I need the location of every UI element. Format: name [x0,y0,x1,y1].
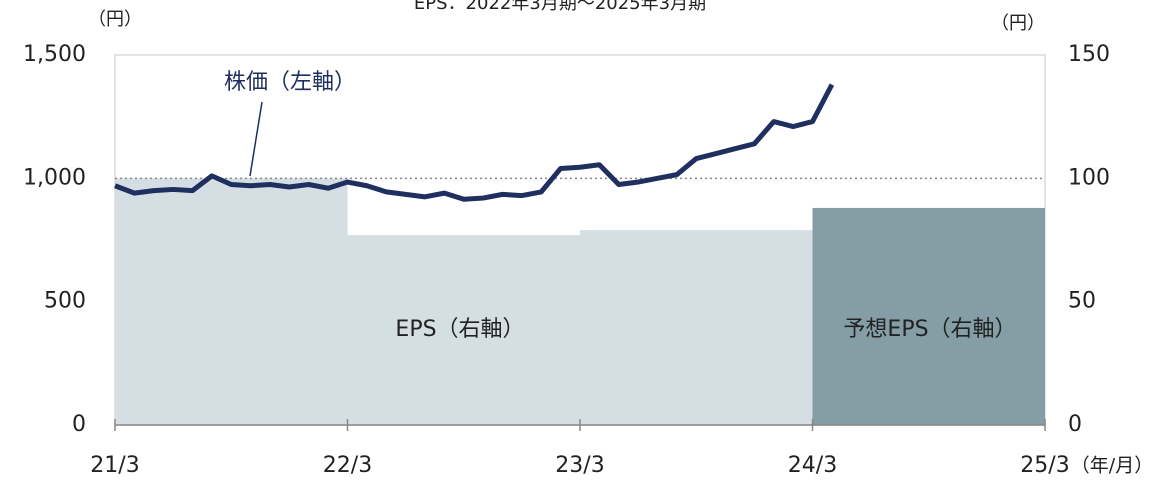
eps-bar [812,207,1045,425]
y-tick-label: 1,500 [23,42,86,67]
eps-bar [347,235,580,425]
annotation-pointer [249,101,263,177]
annotation: 株価（左軸） [224,70,356,95]
x-unit: （年/月） [1071,455,1153,477]
y-tick-label: 500 [44,289,86,314]
annotation: 予想EPS（右軸） [843,317,1016,342]
y2-tick-label: 100 [1068,165,1110,190]
x-tick-label: 24/3 [788,453,837,478]
x-tick-label: 22/3 [323,453,372,478]
y-tick-label: 0 [72,412,86,437]
chart-title: EPS：2022年3月期〜2025年3月期 [414,0,706,14]
x-tick-label: 25/3 [1020,453,1069,478]
y2-tick-label: 50 [1068,289,1096,314]
y-unit: （円） [88,9,142,30]
x-tick-label: 21/3 [90,453,139,478]
eps-bar [115,178,348,425]
y2-tick-label: 0 [1068,412,1082,437]
x-tick-label: 23/3 [555,453,604,478]
y2-tick-label: 150 [1068,42,1110,67]
eps-bar [580,230,813,425]
y2-unit: （円） [991,13,1045,34]
annotation: EPS（右軸） [395,317,524,342]
price-line [114,83,835,202]
y-tick-label: 1,000 [23,165,86,190]
